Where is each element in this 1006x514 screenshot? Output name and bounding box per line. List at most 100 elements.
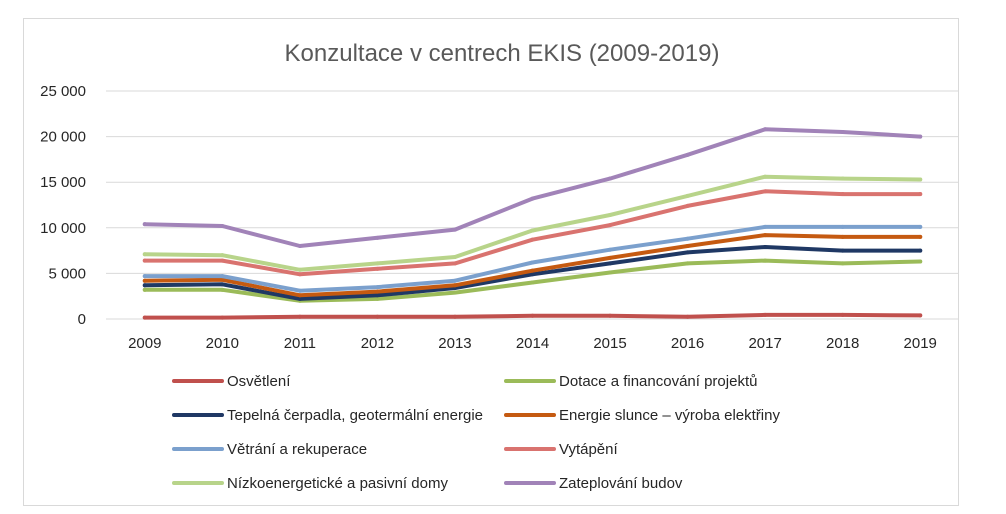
- legend-item: Tepelná čerpadla, geotermální energie: [172, 407, 483, 424]
- x-tick-label: 2018: [826, 335, 859, 352]
- x-axis-tick-labels: 2009 2010 2011 2012 2013 2014 2015 2016 2017 2018…: [128, 335, 937, 352]
- legend-item: Osvětlení: [172, 373, 291, 390]
- y-tick-label: 20 000: [40, 129, 86, 146]
- data-point: [918, 192, 923, 197]
- series-line: [142, 174, 923, 272]
- data-point: [918, 313, 923, 318]
- data-point: [685, 152, 690, 157]
- legend-label: Energie slunce – výroba elektřiny: [559, 407, 780, 424]
- data-point: [685, 261, 690, 266]
- series-line: [142, 233, 923, 298]
- data-point: [840, 224, 845, 229]
- data-point: [608, 213, 613, 218]
- data-point: [220, 315, 225, 320]
- data-point: [608, 223, 613, 228]
- data-point: [763, 224, 768, 229]
- data-point: [608, 261, 613, 266]
- data-point: [530, 196, 535, 201]
- data-point: [840, 130, 845, 135]
- y-tick-label: 0: [78, 311, 86, 328]
- data-point: [918, 224, 923, 229]
- data-point: [530, 272, 535, 277]
- data-point: [452, 261, 457, 266]
- data-point: [375, 266, 380, 271]
- x-tick-label: 2015: [593, 335, 626, 352]
- legend-label: Tepelná čerpadla, geotermální energie: [227, 407, 483, 424]
- data-point: [142, 258, 147, 263]
- chart-title: Konzultace v centrech EKIS (2009-2019): [285, 40, 720, 67]
- data-point: [375, 289, 380, 294]
- legend-item: Energie slunce – výroba elektřiny: [504, 407, 780, 424]
- data-point: [452, 278, 457, 283]
- data-point: [375, 261, 380, 266]
- data-point: [763, 244, 768, 249]
- x-tick-label: 2013: [438, 335, 471, 352]
- data-point: [297, 267, 302, 272]
- data-point: [142, 315, 147, 320]
- data-point: [375, 293, 380, 298]
- data-point: [918, 259, 923, 264]
- data-point: [918, 234, 923, 239]
- data-point: [685, 314, 690, 319]
- y-axis-tick-labels: 0 5 000 10 000 15 000 20 000 25 000: [40, 83, 86, 328]
- legend-label: Zateplování budov: [559, 475, 683, 492]
- data-point: [297, 288, 302, 293]
- data-point: [142, 278, 147, 283]
- legend-item: Zateplování budov: [504, 475, 683, 492]
- data-point: [608, 176, 613, 181]
- data-point: [840, 234, 845, 239]
- data-point: [220, 282, 225, 287]
- y-tick-label: 10 000: [40, 220, 86, 237]
- data-point: [375, 296, 380, 301]
- x-tick-label: 2011: [284, 335, 316, 352]
- chart-frame: Konzultace v centrech EKIS (2009-2019) 0…: [23, 18, 959, 506]
- gridlines: [106, 90, 959, 320]
- data-point: [297, 244, 302, 249]
- data-point: [220, 258, 225, 263]
- legend-item: Dotace a financování projektů: [504, 373, 757, 390]
- legend-label: Vytápění: [559, 441, 618, 458]
- data-point: [142, 252, 147, 257]
- data-point: [918, 248, 923, 253]
- data-point: [763, 127, 768, 132]
- data-point: [452, 314, 457, 319]
- data-point: [685, 250, 690, 255]
- legend-item: Vytápění: [504, 441, 618, 458]
- legend-label: Větrání a rekuperace: [227, 441, 367, 458]
- data-point: [840, 261, 845, 266]
- data-point: [685, 193, 690, 198]
- legend: Osvětlení Dotace a financování projektů Te…: [172, 373, 780, 492]
- legend-item: Větrání a rekuperace: [172, 441, 367, 458]
- data-point: [142, 283, 147, 288]
- series-lines: [142, 127, 923, 320]
- data-point: [220, 287, 225, 292]
- data-point: [375, 285, 380, 290]
- data-point: [763, 233, 768, 238]
- data-point: [297, 296, 302, 301]
- data-point: [763, 174, 768, 179]
- legend-label: Dotace a financování projektů: [559, 373, 757, 390]
- data-point: [530, 280, 535, 285]
- data-point: [840, 248, 845, 253]
- data-point: [142, 274, 147, 279]
- data-point: [840, 192, 845, 197]
- data-point: [452, 290, 457, 295]
- x-tick-label: 2012: [361, 335, 394, 352]
- data-point: [608, 247, 613, 252]
- data-point: [530, 237, 535, 242]
- y-tick-label: 25 000: [40, 83, 86, 100]
- x-tick-label: 2010: [206, 335, 239, 352]
- data-point: [608, 255, 613, 260]
- data-point: [220, 277, 225, 282]
- legend-label: Osvětlení: [227, 373, 291, 390]
- y-tick-label: 15 000: [40, 174, 86, 191]
- data-point: [297, 272, 302, 277]
- legend-label: Nízkoenergetické a pasivní domy: [227, 475, 448, 492]
- x-tick-label: 2016: [671, 335, 704, 352]
- data-point: [685, 203, 690, 208]
- x-tick-label: 2019: [904, 335, 937, 352]
- line-chart: Konzultace v centrech EKIS (2009-2019) 0…: [40, 40, 959, 492]
- data-point: [763, 312, 768, 317]
- data-point: [530, 268, 535, 273]
- data-point: [608, 270, 613, 275]
